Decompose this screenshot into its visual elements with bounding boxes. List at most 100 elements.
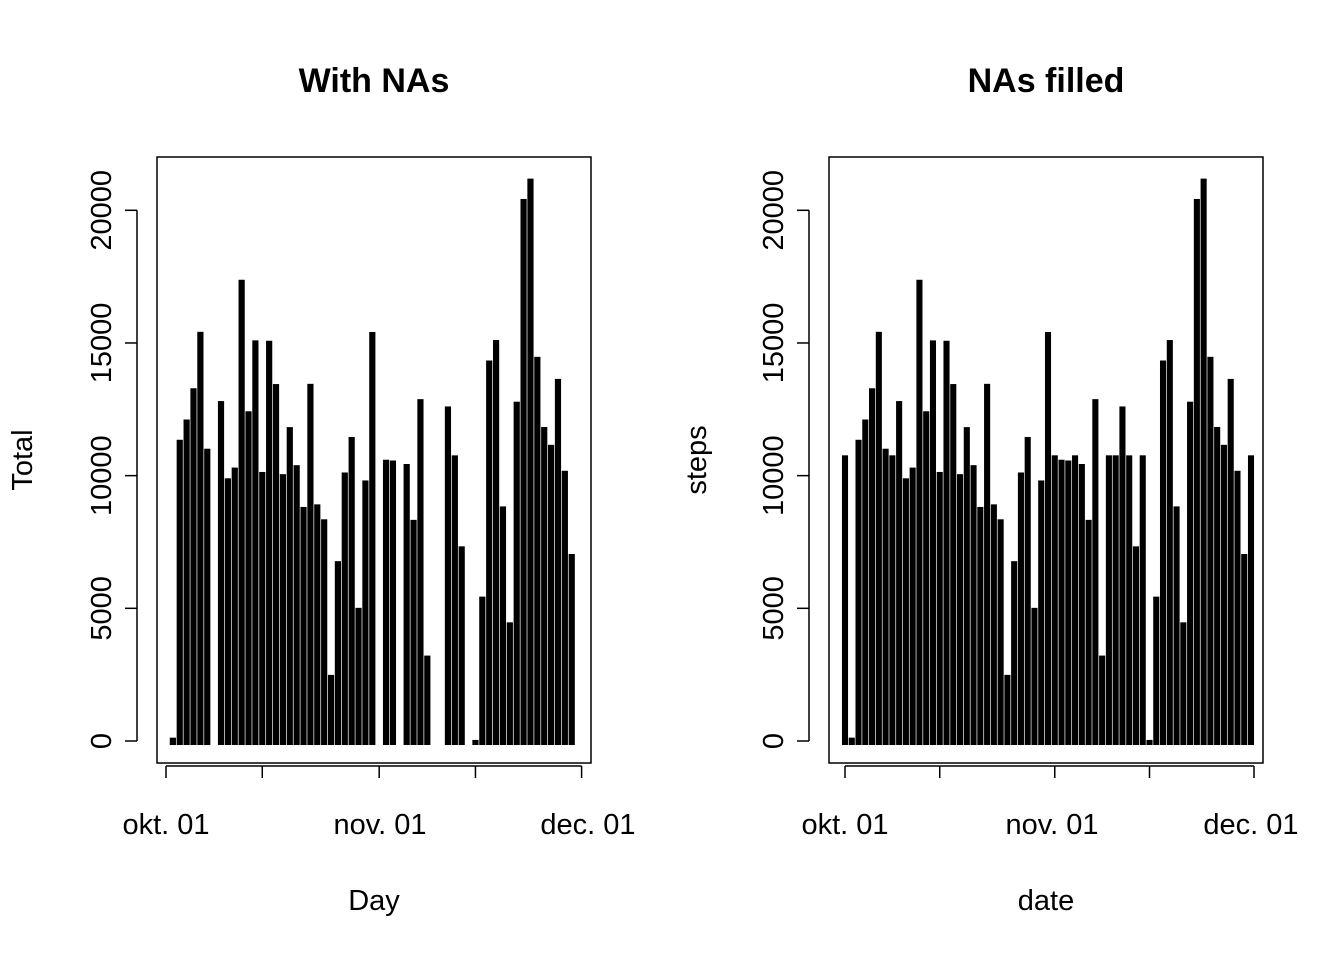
bar (1017, 472, 1024, 745)
y-tick-label: 10000 (86, 435, 118, 516)
x-tick-label: nov. 01 (1006, 809, 1099, 841)
x-tick-label: nov. 01 (334, 809, 427, 841)
bar (862, 419, 869, 745)
bar (1099, 655, 1106, 745)
bar (327, 674, 335, 745)
bar (561, 470, 568, 745)
bar (1234, 470, 1241, 745)
bar (369, 331, 376, 745)
bar (486, 360, 493, 745)
y-tick-label: 5000 (86, 576, 118, 641)
bar (889, 455, 896, 745)
bar (1058, 459, 1065, 745)
bar (1173, 506, 1180, 745)
bar (1200, 178, 1207, 745)
bar (479, 596, 486, 745)
bar (1220, 444, 1227, 745)
bar (197, 331, 204, 745)
bar (950, 384, 957, 745)
bar (963, 427, 970, 745)
bar (977, 506, 984, 745)
x-tick-label: okt. 01 (801, 809, 888, 841)
bar (410, 519, 417, 745)
bar (956, 474, 964, 745)
bar (896, 401, 903, 745)
x-axis-label: Day (348, 885, 400, 917)
x-tick-label: dec. 01 (1203, 809, 1298, 841)
bar (224, 478, 231, 745)
bar (458, 546, 465, 745)
bar (190, 388, 197, 745)
bar (382, 459, 390, 745)
bar (541, 426, 548, 745)
bar (990, 504, 997, 745)
bar (499, 506, 507, 745)
bar (1065, 460, 1072, 745)
bar (314, 504, 321, 745)
bar (554, 378, 562, 745)
bar (1092, 399, 1099, 745)
bar (245, 411, 252, 745)
bar (1126, 455, 1133, 745)
bar (1119, 406, 1126, 745)
y-tick-label: 10000 (758, 435, 790, 516)
bar (506, 622, 513, 745)
bar (266, 340, 273, 745)
bar (183, 419, 190, 745)
bar (424, 655, 431, 745)
bar (984, 383, 991, 745)
bar (1146, 739, 1153, 745)
bar (855, 439, 862, 745)
bar (1031, 607, 1038, 745)
bar (548, 444, 555, 745)
bar (1072, 455, 1079, 745)
x-tick-label: okt. 01 (122, 809, 209, 841)
bar (1004, 674, 1011, 745)
bar (1024, 436, 1031, 745)
bar (1207, 356, 1214, 745)
bar (1166, 340, 1173, 745)
y-tick-label: 0 (86, 733, 118, 749)
bar (1159, 360, 1167, 745)
bar (472, 739, 479, 745)
bar (238, 279, 245, 745)
bar (1044, 331, 1052, 745)
bar (997, 519, 1004, 745)
bar (527, 178, 534, 745)
bar (1085, 519, 1092, 745)
bar (534, 356, 541, 745)
bar (568, 554, 575, 745)
bar (1241, 554, 1248, 745)
bar (334, 561, 342, 745)
bar (272, 384, 280, 745)
bar (293, 465, 300, 745)
bar (231, 467, 238, 745)
bar (217, 401, 225, 745)
bar (279, 474, 286, 745)
bar (417, 399, 424, 745)
bar (362, 480, 369, 745)
bar (1187, 401, 1194, 745)
y-tick-label: 5000 (758, 576, 790, 641)
bar (403, 464, 410, 745)
bar (520, 198, 527, 746)
bar (169, 737, 176, 745)
bar (1011, 561, 1018, 745)
bar (848, 737, 855, 745)
y-axis-label: steps (681, 425, 713, 494)
bar (869, 388, 876, 745)
bar (300, 506, 307, 745)
y-tick-label: 15000 (758, 303, 790, 384)
bar (252, 340, 259, 745)
bar (176, 439, 183, 745)
chart-title: NAs filled (968, 62, 1125, 100)
bar (970, 465, 977, 745)
bar (1038, 480, 1045, 745)
y-axis-label: Total (7, 429, 39, 490)
bar (1139, 455, 1146, 745)
bar (943, 340, 950, 745)
bar (444, 406, 452, 745)
bar (451, 455, 458, 745)
bar (1227, 378, 1234, 745)
